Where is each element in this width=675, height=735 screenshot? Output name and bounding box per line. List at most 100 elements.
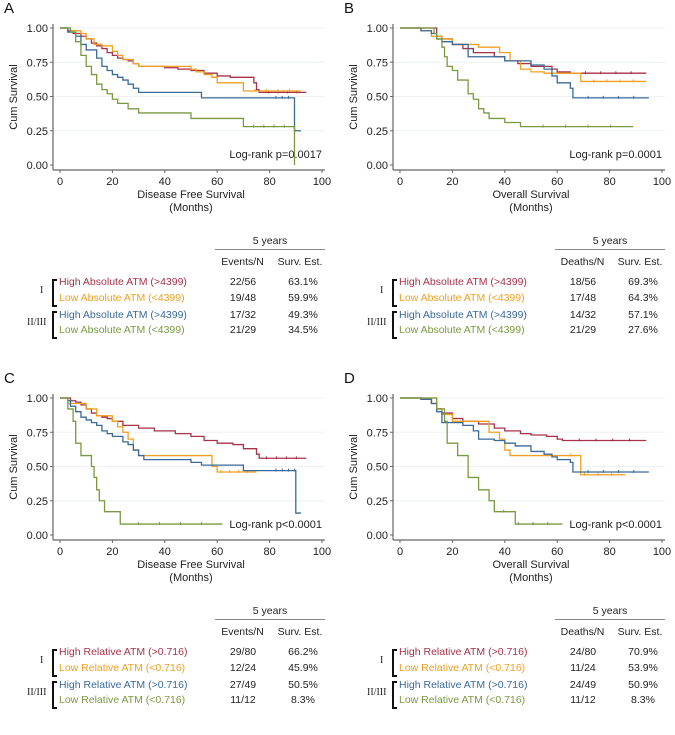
km-plot: 0.00 0.25 0.50 0.75 1.00 0 20 40 60 80 100 Cum Surv… <box>8 393 331 584</box>
x-tick-label: 40 <box>499 546 511 558</box>
bracket-stage-ii-iii <box>52 311 57 339</box>
table-row-label: Low Relative ATM (<0.716) <box>399 694 526 706</box>
km-curve-low-I <box>60 397 257 473</box>
table-row-count: 21/29 <box>229 324 257 336</box>
x-tick-label: 100 <box>653 176 671 188</box>
table-header-5-years: 5 years <box>555 235 665 250</box>
y-tick-label: 0.25 <box>27 126 48 138</box>
km-curve-low-II <box>60 27 296 165</box>
log-rank-annotation: Log-rank p<0.0001 <box>569 519 662 531</box>
panel-d: D 0.00 0.25 0.50 0.75 1.00 0 20 40 60 80 100 Cum Sur… <box>340 370 675 735</box>
table-column-count: Deaths/N <box>560 626 605 638</box>
stage-label-i: I <box>380 285 384 296</box>
x-tick-label: 100 <box>313 176 331 188</box>
y-tick-label: 0.25 <box>27 496 48 508</box>
table-row-count: 17/48 <box>569 292 597 304</box>
table-row-count: 29/80 <box>229 646 257 658</box>
x-tick-label: 100 <box>653 546 671 558</box>
x-tick-label: 40 <box>499 176 511 188</box>
table-header-5-years: 5 years <box>555 605 665 620</box>
table-row-count: 14/32 <box>569 309 597 321</box>
x-tick-label: 20 <box>446 176 458 188</box>
table-header-5-years: 5 years <box>215 605 325 620</box>
y-tick-label: 1.00 <box>367 23 388 35</box>
km-curve-high-II <box>60 397 302 514</box>
km-curve-low-I <box>60 27 302 92</box>
table-row-estimate: 53.9% <box>628 662 658 674</box>
y-tick-label: 0.25 <box>367 496 388 508</box>
y-tick-label: 0.00 <box>27 530 48 542</box>
table-row-label: High Absolute ATM (>4399) <box>399 309 527 321</box>
table-row-label: High Relative ATM (>0.716) <box>59 646 188 658</box>
table-column-estimate: Surv. Est. <box>617 256 663 268</box>
table-row-label: High Absolute ATM (>4399) <box>59 276 187 288</box>
x-tick-label: 0 <box>57 176 63 188</box>
x-axis-label-units: (Months) <box>169 202 212 214</box>
x-axis-label: Overall Survival <box>492 559 569 571</box>
table-row-estimate: 63.1% <box>288 276 318 288</box>
log-rank-annotation: Log-rank p<0.0001 <box>229 519 322 531</box>
table-row-count: 24/80 <box>569 646 597 658</box>
x-axis-label: Disease Free Survival <box>137 189 245 201</box>
x-tick-label: 60 <box>551 546 563 558</box>
x-tick-label: 80 <box>263 546 275 558</box>
x-tick-label: 0 <box>57 546 63 558</box>
km-curve-low-I <box>400 27 647 83</box>
bracket-stage-ii-iii <box>392 681 397 709</box>
table-row-label: Low Absolute ATM (<4399) <box>59 292 185 304</box>
km-curve-high-I <box>60 397 307 459</box>
table-row-label: High Relative ATM (>0.716) <box>399 679 528 691</box>
x-tick-label: 40 <box>159 176 171 188</box>
x-axis-label-units: (Months) <box>509 202 552 214</box>
y-axis-label: Cum Survival <box>8 64 20 129</box>
km-curve-high-II <box>60 27 302 132</box>
y-tick-label: 1.00 <box>367 393 388 405</box>
y-tick-label: 0.00 <box>27 160 48 172</box>
table-row-label: Low Absolute ATM (<4399) <box>399 324 525 336</box>
x-tick-label: 60 <box>211 546 223 558</box>
bracket-stage-ii-iii <box>52 681 57 709</box>
table-row-label: High Absolute ATM (>4399) <box>59 309 187 321</box>
table-row-estimate: 50.5% <box>288 679 318 691</box>
x-tick-label: 80 <box>603 546 615 558</box>
stage-label-ii-iii: II/III <box>367 687 387 698</box>
bracket-stage-i <box>52 279 57 307</box>
table-row-label: Low Absolute ATM (<4399) <box>59 324 185 336</box>
x-axis-label-units: (Months) <box>169 572 212 584</box>
table-row-estimate: 64.3% <box>628 292 658 304</box>
panel-c: C 0.00 0.25 0.50 0.75 1.00 0 20 40 60 80 100 Cum Sur… <box>0 370 337 735</box>
table-row-count: 18/56 <box>569 276 597 288</box>
table-row-label: Low Relative ATM (<0.716) <box>59 694 186 706</box>
y-tick-label: 0.75 <box>367 427 388 439</box>
x-tick-label: 0 <box>397 176 403 188</box>
table-row-count: 11/12 <box>230 694 256 706</box>
x-tick-label: 0 <box>397 546 403 558</box>
table-row-label: Low Absolute ATM (<4399) <box>399 292 525 304</box>
x-tick-label: 20 <box>106 176 118 188</box>
x-tick-label: 80 <box>603 176 615 188</box>
y-tick-label: 0.50 <box>367 462 388 474</box>
stage-label-i: I <box>40 655 44 666</box>
panel-b: B 0.00 0.25 0.50 0.75 1.00 0 20 40 60 80 100 Cum Sur… <box>340 0 675 365</box>
table-column-count: Events/N <box>221 256 264 268</box>
x-axis-label: Overall Survival <box>492 189 569 201</box>
table-row-count: 24/49 <box>569 679 597 691</box>
panel-letter: C <box>4 370 15 387</box>
panel-letter: A <box>4 0 15 17</box>
table-row-estimate: 70.9% <box>628 646 658 658</box>
y-tick-label: 0.50 <box>27 92 48 104</box>
km-curve-high-II <box>400 397 649 473</box>
y-tick-label: 0.50 <box>27 462 48 474</box>
table-row-estimate: 57.1% <box>628 309 658 321</box>
table-row-estimate: 66.2% <box>288 646 318 658</box>
table-column-count: Events/N <box>221 626 264 638</box>
table-column-count: Deaths/N <box>560 256 605 268</box>
stage-label-ii-iii: II/III <box>27 317 47 328</box>
bracket-stage-i <box>392 279 397 307</box>
x-tick-label: 60 <box>211 176 223 188</box>
stage-label-ii-iii: II/III <box>367 317 387 328</box>
table-column-estimate: Surv. Est. <box>277 626 323 638</box>
km-plot: 0.00 0.25 0.50 0.75 1.00 0 20 40 60 80 100 Cum Surv… <box>8 23 331 214</box>
table-header-5-years: 5 years <box>215 235 325 250</box>
stage-label-i: I <box>40 285 44 296</box>
